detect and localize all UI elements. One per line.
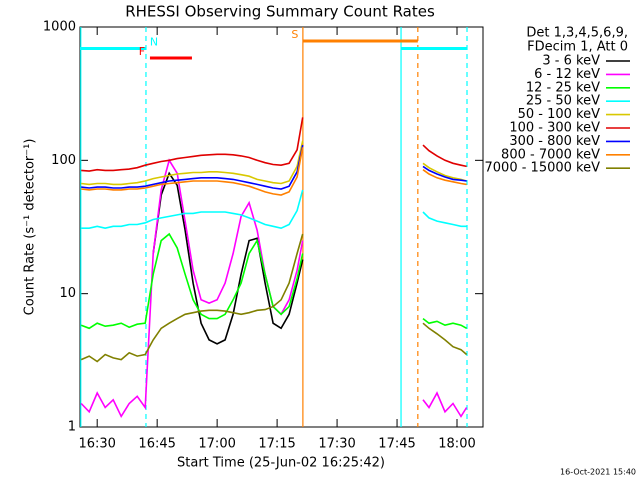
x-tick-label: 16:30 [78, 437, 115, 452]
legend-label: 300 - 800 keV [509, 134, 600, 149]
y-tick-label: 1 [68, 420, 76, 435]
legend-label: 6 - 12 keV [534, 67, 600, 82]
legend-label: 800 - 7000 keV [501, 147, 600, 162]
flag-label: N [150, 35, 158, 48]
x-tick-label: 16:45 [138, 437, 175, 452]
series-line [80, 232, 467, 330]
series-line [152, 171, 304, 345]
legend-label: 3 - 6 keV [542, 54, 600, 69]
x-tick-label: 17:30 [318, 437, 355, 452]
flag-label: F [139, 45, 145, 58]
legend-label: 7000 - 15000 keV [485, 161, 601, 176]
x-tick-label: 17:45 [378, 437, 415, 452]
legend-header: FDecim 1, Att 0 [527, 40, 628, 55]
legend-label: 12 - 25 keV [526, 80, 600, 95]
legend-label: 50 - 100 keV [518, 107, 601, 122]
x-tick-label: 17:00 [198, 437, 235, 452]
y-tick-label: 1000 [43, 20, 76, 35]
x-tick-label: 17:15 [258, 437, 295, 452]
series-line [81, 147, 467, 196]
flag-label: S [291, 28, 298, 41]
series-line [80, 233, 468, 363]
x-tick-label: 18:00 [438, 437, 475, 452]
x-axis-label: Start Time (25-Jun-02 16:25:42) [177, 456, 385, 471]
plot-area [80, 27, 468, 427]
footer: 16-Oct-2021 15:40 [560, 468, 636, 477]
plot-frame [79, 26, 484, 428]
y-tick-label: 10 [59, 286, 76, 301]
y-axis-label: Count Rate (s⁻¹ detector⁻¹) [23, 139, 38, 316]
series-line [81, 144, 467, 190]
chart-title: RHESSI Observing Summary Count Rates [125, 3, 435, 21]
y-tick-label: 100 [51, 153, 76, 168]
legend-label: 25 - 50 keV [526, 94, 600, 109]
legend-header: Det 1,3,4,5,6,9, [526, 26, 628, 41]
series-line [81, 189, 467, 230]
series-line [81, 117, 467, 172]
legend-label: 100 - 300 keV [509, 121, 600, 136]
